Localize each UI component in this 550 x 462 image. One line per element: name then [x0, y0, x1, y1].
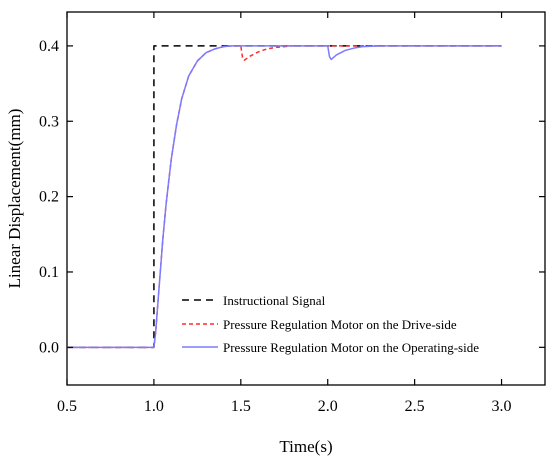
x-tick-label: 2.5 — [405, 398, 425, 415]
plot-border — [66, 11, 546, 386]
legend-label: Instructional Signal — [223, 293, 326, 308]
x-tick-label: 1.0 — [144, 398, 164, 415]
plot-frame — [66, 11, 546, 386]
legend-label: Pressure Regulation Motor on the Drive-s… — [223, 317, 457, 332]
y-tick-label: 0.0 — [39, 339, 59, 356]
y-axis-title: Linear Displacement(mm) — [5, 109, 24, 289]
x-axis-title: Time(s) — [279, 437, 332, 456]
series-line — [67, 45, 502, 349]
y-tick-label: 0.4 — [39, 38, 59, 55]
legend: Instructional Signal Pressure Regulation … — [182, 293, 479, 355]
y-tick-label: 0.2 — [39, 189, 59, 206]
x-tick-label: 0.5 — [57, 398, 77, 415]
ticks-layer: 0.5 1.0 1.5 2.0 2.5 3.0 0.0 0.1 0.2 0.3 0.4 — [39, 12, 545, 415]
y-tick-label: 0.3 — [39, 113, 59, 130]
series-layer — [67, 45, 502, 349]
x-tick-label: 1.5 — [231, 398, 251, 415]
x-tick-label: 2.0 — [318, 398, 338, 415]
x-tick-label: 3.0 — [492, 398, 512, 415]
legend-label: Pressure Regulation Motor on the Operati… — [223, 340, 479, 355]
y-tick-label: 0.1 — [39, 264, 59, 281]
